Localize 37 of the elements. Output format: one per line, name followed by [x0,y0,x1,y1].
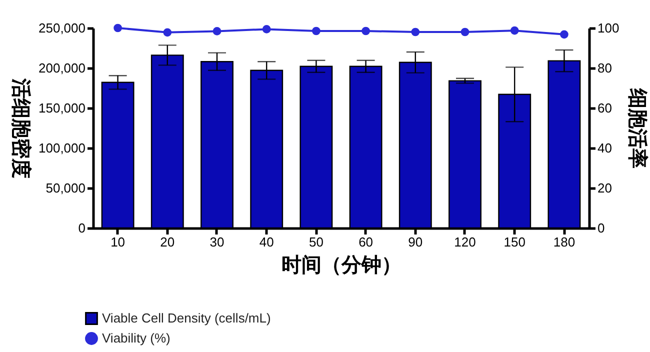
x-tick-label: 180 [553,234,576,250]
point [114,24,122,32]
y2-tick-label: 100 [598,20,620,36]
x-tick-label: 20 [160,234,175,250]
point [460,28,470,36]
y-tick-label: 0 [78,220,86,236]
x-tick-label: 120 [454,234,476,250]
point [212,27,222,36]
y-tick-label: 100,000 [38,140,86,156]
legend-label: Viability (%) [102,330,170,346]
y-tick-label: 150,000 [38,100,86,116]
x-tick-label: 30 [210,234,224,250]
point [312,26,320,36]
point [163,28,172,37]
y2-tick-label: 20 [598,180,612,196]
y2-tick-label: 60 [598,100,612,116]
point [560,30,568,39]
point [411,28,420,36]
y-tick-label: 200,000 [38,60,86,76]
x-tick-label: 60 [358,234,374,250]
legend-label: Viable Cell Density (cells/mL) [102,310,271,326]
point [362,26,370,36]
x-tick-label: 150 [504,234,526,250]
x-tick-label: 50 [308,234,324,250]
y2-axis-title: 细胞活率 [626,88,650,168]
point [262,25,271,34]
y2-tick-label: 0 [598,220,605,236]
x-tick-label: 10 [110,234,126,250]
x-tick-label: 90 [408,234,423,250]
y-axis-title: 活细胞密度 [10,78,33,178]
y2-tick-label: 40 [598,140,612,156]
y-tick-label: 250,000 [38,20,86,36]
y-tick-label: 50,000 [46,180,86,196]
x-tick-label: 40 [259,234,274,250]
point [510,26,519,35]
x-axis-title: 时间（分钟） [282,254,402,276]
y2-tick-label: 80 [598,60,612,76]
